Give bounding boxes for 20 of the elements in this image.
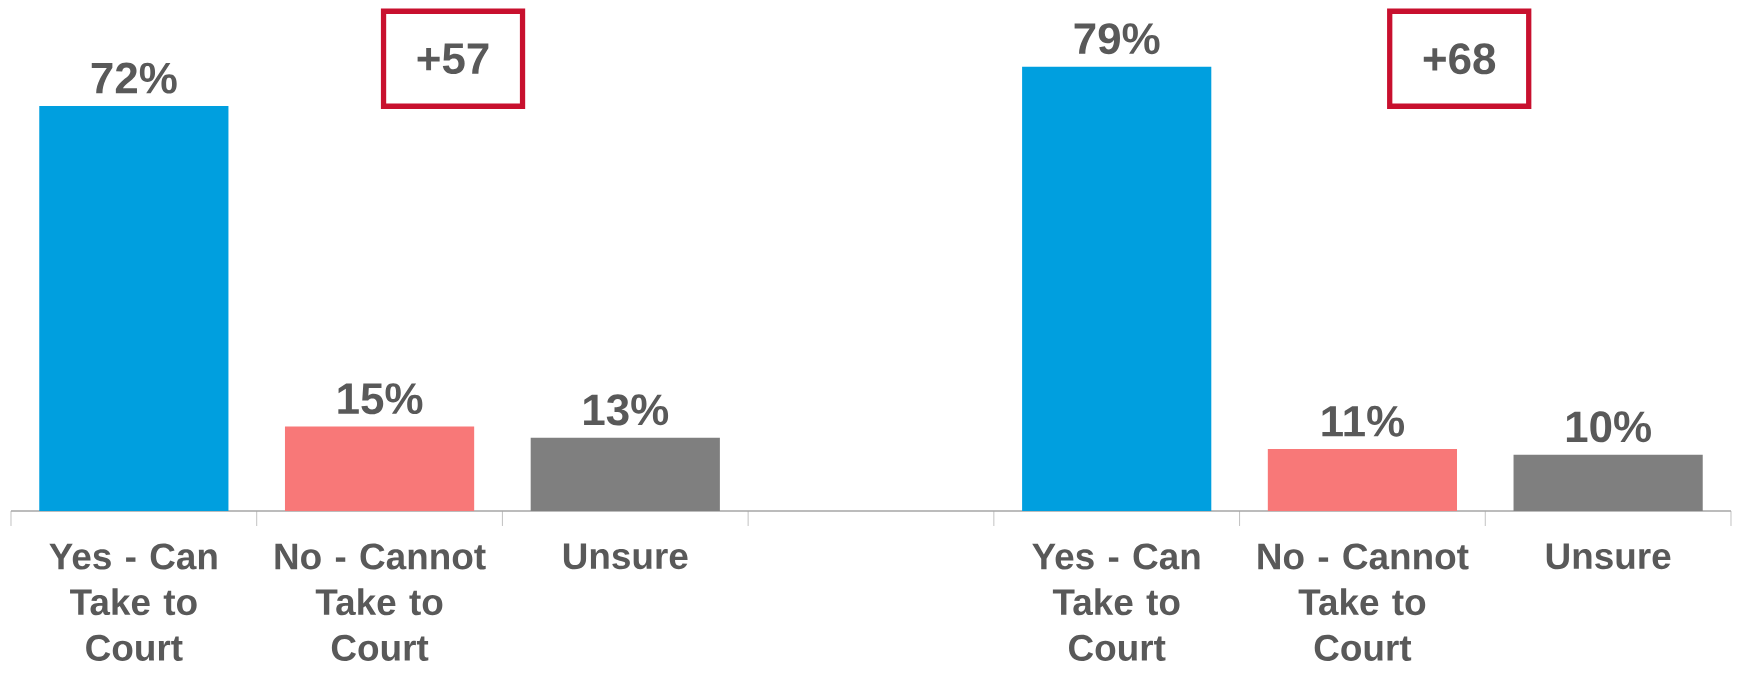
data-label: 79%: [1074, 23, 1160, 55]
x-tick-label: Yes - Can Take to Court: [49, 543, 217, 661]
data-label: 72%: [91, 62, 177, 94]
data-label: 15%: [338, 383, 423, 415]
x-tick-label: No - Cannot Take to Court: [1258, 543, 1469, 661]
bar: [1022, 66, 1212, 511]
data-label: 13%: [584, 394, 669, 426]
x-tick-label: Unsure: [1546, 543, 1671, 570]
data-label: 10%: [1566, 411, 1651, 443]
annotation: +57: [417, 43, 489, 75]
bar: [39, 106, 229, 511]
x-tick-label: Yes - Can Take to Court: [1032, 543, 1200, 661]
bar: [530, 437, 720, 511]
bar: [284, 426, 475, 511]
data-label: 11%: [1322, 405, 1405, 437]
bar: [1267, 449, 1458, 511]
x-tick-label: No - Cannot Take to Court: [275, 543, 486, 661]
x-tick-label: Unsure: [563, 543, 688, 570]
bar: [1513, 454, 1703, 511]
annotation: +68: [1423, 43, 1496, 75]
